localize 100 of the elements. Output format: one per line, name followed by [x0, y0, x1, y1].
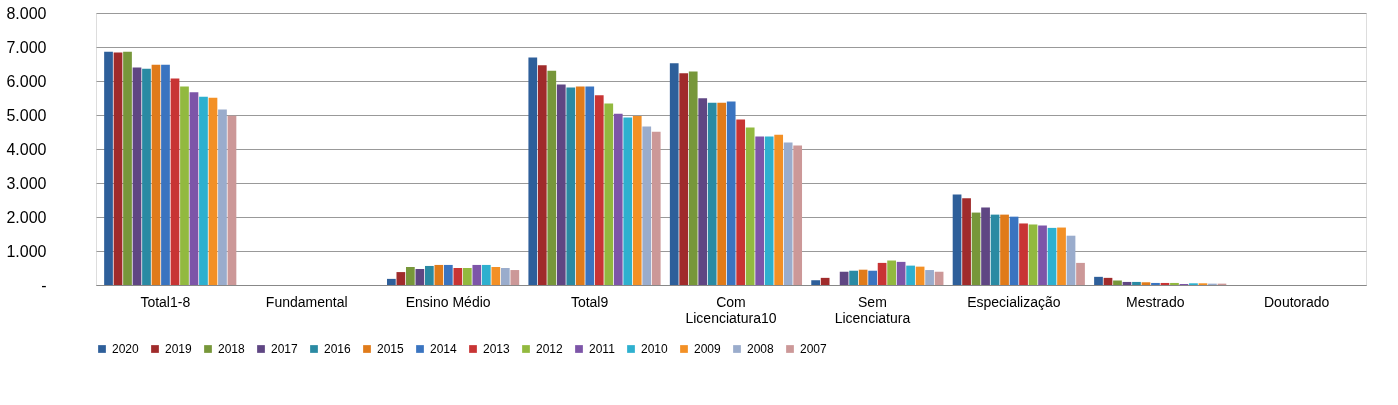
y-tick-label: 2.000	[6, 208, 47, 226]
bar	[1094, 276, 1103, 285]
bar	[745, 127, 755, 285]
bar	[415, 269, 425, 285]
bar	[491, 266, 501, 285]
bar	[839, 271, 849, 285]
bar	[632, 116, 642, 285]
bar	[811, 280, 821, 285]
bar	[180, 86, 189, 285]
bar	[500, 268, 510, 285]
bar	[906, 265, 915, 285]
x-tick-label: Especialização	[967, 293, 1061, 310]
legend-label: 2018	[218, 342, 246, 356]
bar	[472, 264, 482, 285]
bar	[161, 64, 170, 285]
bar	[688, 71, 698, 285]
bar	[1170, 282, 1179, 285]
legend-label: 2020	[112, 342, 140, 356]
bar	[915, 266, 925, 285]
bar	[104, 51, 113, 285]
legend-label: 2016	[324, 342, 352, 356]
bar	[877, 262, 887, 285]
legend-label: 2009	[694, 342, 722, 356]
bar	[387, 278, 396, 285]
x-tick-label: Total1-8	[140, 293, 191, 310]
bar	[783, 142, 793, 285]
bar	[405, 266, 415, 285]
bar	[396, 272, 406, 285]
bar	[443, 264, 453, 285]
bar	[1009, 216, 1019, 285]
bar	[755, 136, 765, 285]
y-tick-label: 3.000	[6, 174, 47, 192]
bar	[1028, 224, 1038, 285]
bar	[556, 84, 566, 285]
bar	[925, 270, 934, 285]
legend-label: 2019	[165, 342, 193, 356]
legend-label: 2014	[430, 342, 458, 356]
y-tick-label: 1.000	[6, 242, 47, 260]
bar	[962, 198, 971, 285]
x-tick-label: Ensino Médio	[405, 293, 491, 310]
bar	[887, 260, 896, 285]
bar	[642, 126, 652, 285]
bar	[707, 102, 717, 285]
legend-label: 2012	[536, 342, 564, 356]
y-tick-label: 7.000	[6, 38, 47, 56]
bar	[679, 73, 689, 285]
bar	[1066, 235, 1076, 285]
bar	[1151, 282, 1160, 285]
x-tick-label: Total9	[570, 293, 609, 310]
bar	[123, 51, 132, 285]
bar	[669, 63, 679, 285]
bar	[227, 115, 237, 285]
bar	[820, 277, 830, 285]
bar	[1113, 280, 1122, 285]
bar	[736, 119, 746, 285]
bar	[481, 264, 491, 285]
x-tick-label: Sem Licenciatura	[834, 293, 911, 326]
bar	[510, 270, 520, 285]
bar	[585, 86, 595, 285]
bar	[774, 134, 784, 285]
y-tick-label: 8.000	[6, 4, 47, 22]
legend-label: 2010	[641, 342, 669, 356]
bar	[1141, 282, 1151, 285]
bar	[170, 78, 180, 285]
legend-label: 2013	[483, 342, 511, 356]
bar	[981, 207, 990, 285]
bar	[952, 194, 962, 285]
bar	[434, 264, 444, 285]
legend-label: 2017	[271, 342, 299, 356]
x-tick-label: Fundamental	[265, 293, 348, 310]
bar	[208, 97, 218, 285]
bar	[604, 103, 614, 285]
bar	[793, 145, 803, 285]
bar	[726, 101, 736, 285]
legend-label: 2007	[800, 342, 828, 356]
bar	[537, 65, 547, 285]
bar	[990, 214, 1000, 285]
bar	[1103, 277, 1113, 285]
bar	[528, 57, 538, 285]
bar	[575, 86, 585, 285]
bar	[142, 68, 151, 285]
bar	[1000, 214, 1009, 285]
bar	[1047, 227, 1057, 285]
bar	[868, 270, 877, 285]
bar	[1057, 227, 1066, 285]
bar	[113, 52, 123, 285]
bar	[764, 136, 774, 285]
bar	[613, 113, 623, 285]
x-tick-label: Mestrado	[1126, 293, 1185, 310]
y-tick-label: 6.000	[6, 72, 47, 90]
bar	[623, 117, 633, 285]
bar	[896, 261, 906, 285]
bar	[424, 265, 434, 285]
bar	[849, 270, 858, 285]
y-tick-label: 5.000	[6, 106, 47, 124]
y-tick-label: 4.000	[6, 140, 47, 158]
bar	[971, 212, 981, 285]
bar	[566, 87, 576, 285]
y-tick-label: -	[41, 276, 47, 294]
bar	[1038, 225, 1047, 285]
